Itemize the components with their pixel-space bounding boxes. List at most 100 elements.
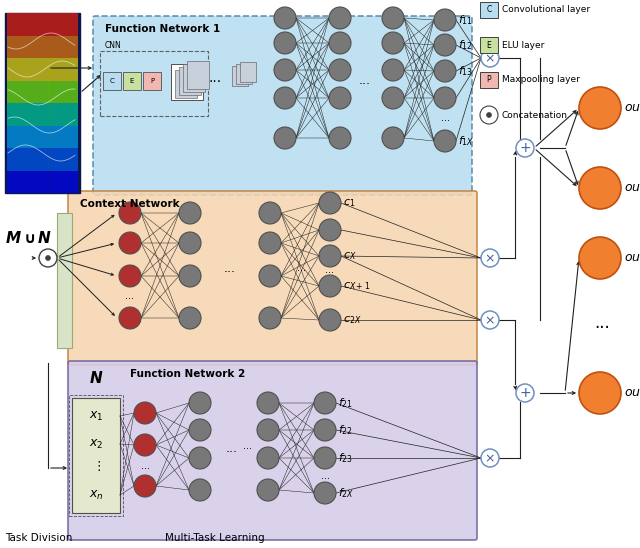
- Circle shape: [274, 59, 296, 81]
- Text: ...: ...: [243, 441, 253, 451]
- Circle shape: [319, 309, 341, 331]
- Text: $f_{11}$: $f_{11}$: [458, 13, 473, 27]
- Text: P: P: [486, 76, 492, 84]
- Circle shape: [257, 479, 279, 501]
- Text: ×: ×: [484, 452, 495, 465]
- Text: P: P: [150, 78, 154, 84]
- Bar: [103, 72, 121, 90]
- Circle shape: [579, 372, 621, 414]
- Circle shape: [134, 434, 156, 456]
- Text: $f_{1X}$: $f_{1X}$: [458, 134, 474, 148]
- Circle shape: [119, 232, 141, 254]
- Circle shape: [274, 87, 296, 109]
- Bar: [240, 62, 256, 82]
- Text: $\vdots$: $\vdots$: [92, 459, 100, 473]
- Circle shape: [314, 419, 336, 441]
- Text: $c_1$: $c_1$: [343, 197, 355, 209]
- Text: C: C: [486, 5, 492, 14]
- Circle shape: [257, 392, 279, 414]
- Bar: [7, 58, 78, 81]
- Circle shape: [274, 32, 296, 54]
- Text: Multi-Task Learning: Multi-Task Learning: [165, 533, 265, 543]
- Text: $f_{22}$: $f_{22}$: [338, 423, 353, 437]
- Text: ...: ...: [209, 71, 221, 85]
- Text: Function Network 2: Function Network 2: [130, 369, 245, 379]
- Circle shape: [329, 32, 351, 54]
- Circle shape: [319, 192, 341, 214]
- Circle shape: [434, 34, 456, 56]
- Circle shape: [257, 419, 279, 441]
- Circle shape: [382, 7, 404, 29]
- Bar: [236, 64, 252, 84]
- Circle shape: [486, 112, 492, 117]
- Bar: [143, 72, 161, 90]
- Circle shape: [329, 7, 351, 29]
- Circle shape: [481, 249, 499, 267]
- Circle shape: [314, 447, 336, 469]
- Circle shape: [257, 447, 279, 469]
- Circle shape: [179, 307, 201, 329]
- Circle shape: [134, 475, 156, 497]
- Text: ×: ×: [484, 52, 495, 65]
- Text: $x_n$: $x_n$: [89, 488, 103, 501]
- Circle shape: [189, 447, 211, 469]
- Text: Function Network 1: Function Network 1: [105, 24, 220, 34]
- Text: ...: ...: [298, 263, 307, 273]
- Bar: [183, 64, 205, 92]
- Circle shape: [274, 7, 296, 29]
- Bar: [7, 125, 78, 148]
- Text: $f_{13}$: $f_{13}$: [458, 64, 473, 78]
- Text: $\boldsymbol{\mathit{out}_2}$: $\boldsymbol{\mathit{out}_2}$: [624, 180, 640, 196]
- FancyBboxPatch shape: [68, 191, 477, 365]
- Circle shape: [480, 106, 498, 124]
- Circle shape: [45, 255, 51, 260]
- Text: ×: ×: [484, 252, 495, 265]
- Text: $f_{12}$: $f_{12}$: [458, 38, 473, 52]
- Circle shape: [434, 9, 456, 31]
- Circle shape: [274, 127, 296, 149]
- Text: ELU layer: ELU layer: [502, 41, 545, 49]
- Bar: [480, 2, 498, 18]
- Circle shape: [39, 249, 57, 267]
- Text: ...: ...: [141, 461, 150, 471]
- Text: $f_{23}$: $f_{23}$: [338, 451, 353, 465]
- Circle shape: [179, 265, 201, 287]
- Circle shape: [259, 232, 281, 254]
- Text: $\boldsymbol{N}$: $\boldsymbol{N}$: [89, 370, 103, 386]
- Bar: [175, 70, 197, 98]
- Circle shape: [382, 32, 404, 54]
- Bar: [7, 13, 78, 36]
- Text: +: +: [519, 141, 531, 155]
- Circle shape: [189, 419, 211, 441]
- Text: $c_{2X}$: $c_{2X}$: [343, 314, 362, 326]
- Circle shape: [434, 130, 456, 152]
- Circle shape: [119, 202, 141, 224]
- Circle shape: [382, 59, 404, 81]
- Circle shape: [319, 245, 341, 267]
- Text: E: E: [486, 41, 492, 49]
- Bar: [7, 170, 78, 193]
- Text: Concatenation: Concatenation: [502, 111, 568, 119]
- Circle shape: [481, 311, 499, 329]
- Text: $x_1$: $x_1$: [89, 409, 103, 423]
- Circle shape: [314, 392, 336, 414]
- Text: Maxpooling layer: Maxpooling layer: [502, 76, 580, 84]
- Circle shape: [319, 275, 341, 297]
- Text: Context Network: Context Network: [80, 199, 180, 209]
- Text: ...: ...: [226, 442, 238, 454]
- Bar: [7, 81, 78, 103]
- Text: $\boldsymbol{M\cup N}$: $\boldsymbol{M\cup N}$: [5, 230, 52, 246]
- Circle shape: [481, 449, 499, 467]
- Bar: [179, 67, 201, 95]
- Bar: [480, 72, 498, 88]
- Text: $\boldsymbol{\mathit{out}_3}$: $\boldsymbol{\mathit{out}_3}$: [624, 250, 640, 266]
- Bar: [7, 148, 78, 170]
- Bar: [5, 13, 80, 193]
- Circle shape: [516, 384, 534, 402]
- Circle shape: [259, 202, 281, 224]
- Text: $x_2$: $x_2$: [89, 437, 103, 450]
- Bar: [480, 37, 498, 53]
- Circle shape: [259, 265, 281, 287]
- Circle shape: [329, 87, 351, 109]
- Circle shape: [119, 265, 141, 287]
